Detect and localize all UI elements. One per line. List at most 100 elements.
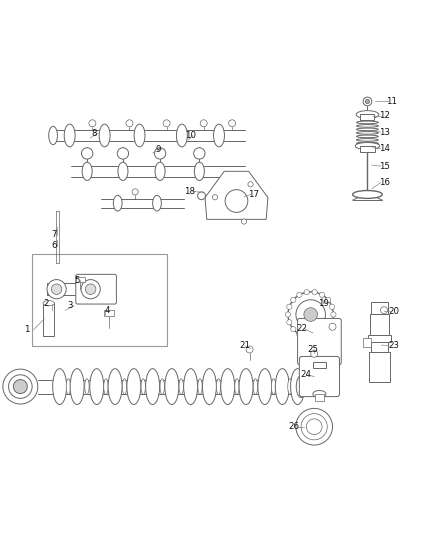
- Ellipse shape: [108, 369, 122, 405]
- Ellipse shape: [160, 379, 164, 394]
- Ellipse shape: [239, 369, 253, 405]
- Circle shape: [194, 148, 205, 159]
- Text: 5: 5: [74, 276, 80, 285]
- Ellipse shape: [118, 162, 128, 181]
- Ellipse shape: [198, 379, 202, 394]
- Ellipse shape: [127, 369, 141, 405]
- Ellipse shape: [357, 139, 378, 141]
- Circle shape: [225, 190, 248, 212]
- Ellipse shape: [134, 124, 145, 147]
- Ellipse shape: [53, 369, 67, 405]
- Ellipse shape: [216, 379, 221, 394]
- Circle shape: [304, 334, 309, 340]
- Text: 17: 17: [247, 190, 258, 199]
- Text: 23: 23: [388, 342, 399, 351]
- Text: 9: 9: [155, 145, 161, 154]
- Ellipse shape: [356, 111, 379, 118]
- Circle shape: [325, 327, 331, 332]
- Bar: [32, 254, 167, 346]
- Bar: [43, 303, 54, 336]
- Circle shape: [296, 408, 332, 445]
- Circle shape: [365, 99, 370, 103]
- Circle shape: [85, 284, 96, 294]
- Bar: [363, 338, 371, 347]
- Circle shape: [288, 292, 333, 337]
- Ellipse shape: [141, 379, 145, 394]
- Circle shape: [312, 289, 317, 295]
- Text: 24: 24: [301, 370, 312, 379]
- Circle shape: [246, 346, 253, 353]
- Text: 11: 11: [386, 97, 397, 106]
- Ellipse shape: [357, 121, 378, 124]
- Text: 10: 10: [185, 131, 196, 140]
- Text: 16: 16: [378, 178, 389, 187]
- Text: 12: 12: [378, 111, 389, 120]
- Circle shape: [297, 292, 302, 297]
- Circle shape: [297, 332, 302, 337]
- Circle shape: [329, 323, 336, 330]
- Ellipse shape: [357, 125, 378, 127]
- Text: 13: 13: [378, 127, 389, 136]
- Circle shape: [331, 312, 336, 317]
- Text: 25: 25: [307, 345, 318, 354]
- Circle shape: [117, 148, 129, 159]
- Ellipse shape: [353, 190, 382, 198]
- Circle shape: [363, 97, 372, 106]
- Bar: [104, 310, 114, 316]
- Circle shape: [286, 312, 290, 317]
- Ellipse shape: [288, 379, 292, 394]
- Circle shape: [291, 327, 296, 332]
- Circle shape: [154, 148, 166, 159]
- Circle shape: [248, 182, 253, 187]
- Circle shape: [200, 120, 207, 127]
- Circle shape: [132, 189, 138, 195]
- Circle shape: [304, 308, 318, 321]
- FancyBboxPatch shape: [299, 357, 339, 397]
- Circle shape: [287, 320, 292, 325]
- Ellipse shape: [202, 369, 216, 405]
- Ellipse shape: [194, 162, 205, 181]
- Circle shape: [325, 297, 331, 303]
- Ellipse shape: [235, 379, 239, 394]
- Ellipse shape: [214, 124, 224, 147]
- Circle shape: [329, 304, 335, 309]
- Bar: [369, 352, 390, 382]
- Circle shape: [306, 419, 322, 434]
- Ellipse shape: [184, 369, 198, 405]
- Text: 18: 18: [184, 187, 195, 196]
- Bar: [370, 313, 389, 335]
- Circle shape: [291, 297, 296, 303]
- Bar: [315, 394, 324, 400]
- Text: 1: 1: [24, 325, 30, 334]
- Circle shape: [212, 195, 218, 200]
- Text: 26: 26: [289, 422, 300, 431]
- Ellipse shape: [122, 379, 127, 394]
- Ellipse shape: [221, 369, 235, 405]
- Circle shape: [229, 120, 236, 127]
- FancyBboxPatch shape: [297, 318, 341, 365]
- Text: 22: 22: [297, 324, 307, 333]
- Circle shape: [304, 289, 309, 295]
- Polygon shape: [205, 171, 268, 220]
- Circle shape: [241, 219, 247, 224]
- Text: 2: 2: [44, 299, 49, 308]
- Text: 4: 4: [105, 305, 110, 314]
- Bar: [76, 277, 85, 282]
- Bar: [360, 146, 375, 152]
- Ellipse shape: [85, 379, 89, 394]
- Text: 19: 19: [318, 299, 329, 308]
- Ellipse shape: [43, 301, 54, 306]
- Ellipse shape: [357, 142, 378, 144]
- Circle shape: [198, 192, 205, 200]
- Circle shape: [296, 300, 325, 329]
- Circle shape: [301, 414, 327, 440]
- Circle shape: [81, 280, 100, 299]
- Ellipse shape: [90, 369, 104, 405]
- Bar: [368, 335, 391, 343]
- Ellipse shape: [179, 379, 184, 394]
- Ellipse shape: [113, 195, 122, 211]
- Ellipse shape: [177, 124, 187, 147]
- Circle shape: [126, 120, 133, 127]
- Ellipse shape: [357, 128, 378, 131]
- Text: 15: 15: [378, 161, 389, 171]
